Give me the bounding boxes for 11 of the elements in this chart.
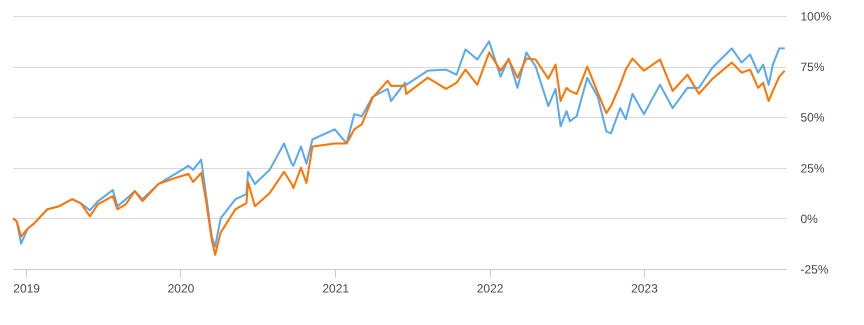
- y-tick-label: 100%: [800, 10, 832, 24]
- x-tick-label: 2020: [168, 282, 195, 296]
- y-tick-label: 50%: [800, 110, 825, 125]
- x-tick-label: 2023: [631, 282, 658, 296]
- x-tick-label: 2021: [322, 282, 350, 296]
- y-tick-label: 25%: [800, 161, 825, 176]
- y-tick-label: 75%: [800, 60, 825, 74]
- y-tick-label: -25%: [800, 262, 829, 276]
- y-tick-label: 0%: [800, 212, 818, 226]
- x-tick-label: 2019: [13, 282, 40, 296]
- x-tick-label: 2022: [476, 282, 504, 296]
